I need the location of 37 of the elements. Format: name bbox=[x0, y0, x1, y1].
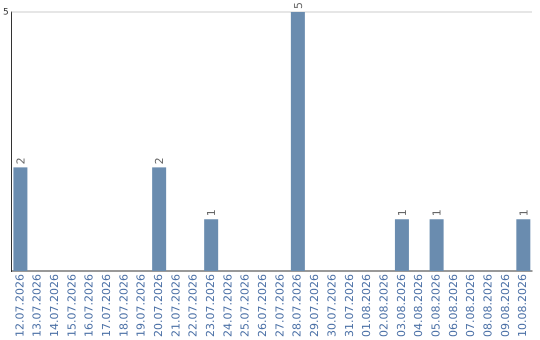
x-tick-label: 26.07.2026 bbox=[256, 274, 270, 338]
x-tick-label: 03.08.2026 bbox=[394, 274, 408, 338]
x-tick-label: 24.07.2026 bbox=[221, 274, 234, 338]
x-tick-label: 30.07.2026 bbox=[325, 274, 338, 338]
x-tick-label: 31.07.2026 bbox=[342, 274, 356, 338]
x-tick-label: 15.07.2026 bbox=[65, 274, 78, 338]
x-tick-label: 25.07.2026 bbox=[238, 274, 252, 338]
data-label: 2 bbox=[153, 157, 166, 164]
x-tick-label: 23.07.2026 bbox=[204, 274, 218, 338]
x-tick-label: 13.07.2026 bbox=[30, 274, 44, 338]
x-tick-label: 09.08.2026 bbox=[498, 274, 512, 338]
x-tick-label: 16.07.2026 bbox=[82, 274, 96, 338]
data-label: 1 bbox=[517, 209, 530, 216]
x-tick-label: 07.08.2026 bbox=[464, 274, 478, 338]
x-tick-label: 19.07.2026 bbox=[134, 274, 148, 338]
data-label: 1 bbox=[205, 209, 218, 216]
data-label: 5 bbox=[292, 2, 305, 9]
x-tick-label: 20.07.2026 bbox=[152, 274, 165, 338]
data-label: 2 bbox=[14, 157, 28, 164]
x-tick-label: 12.07.2026 bbox=[13, 274, 26, 338]
x-tick-label: 08.08.2026 bbox=[482, 274, 495, 338]
x-tick-label: 04.08.2026 bbox=[412, 274, 426, 338]
data-label: 1 bbox=[396, 209, 409, 216]
x-tick-label: 27.07.2026 bbox=[273, 274, 286, 338]
data-label: 1 bbox=[430, 209, 444, 216]
x-tick-label: 22.07.2026 bbox=[186, 274, 200, 338]
x-tick-label: 05.08.2026 bbox=[429, 274, 442, 338]
x-tick-label: 28.07.2026 bbox=[290, 274, 304, 338]
x-tick-label: 21.07.2026 bbox=[169, 274, 182, 338]
x-tick-label: 14.07.2026 bbox=[48, 274, 61, 338]
x-tick-label: 29.07.2026 bbox=[308, 274, 322, 338]
x-tick-label: 10.08.2026 bbox=[516, 274, 530, 338]
x-tick-label: 06.08.2026 bbox=[446, 274, 460, 338]
x-tick-label: 18.07.2026 bbox=[117, 274, 130, 338]
x-tick-label: 01.08.2026 bbox=[360, 274, 374, 338]
x-tick-label: 02.08.2026 bbox=[377, 274, 390, 338]
x-tick-label: 17.07.2026 bbox=[100, 274, 113, 338]
